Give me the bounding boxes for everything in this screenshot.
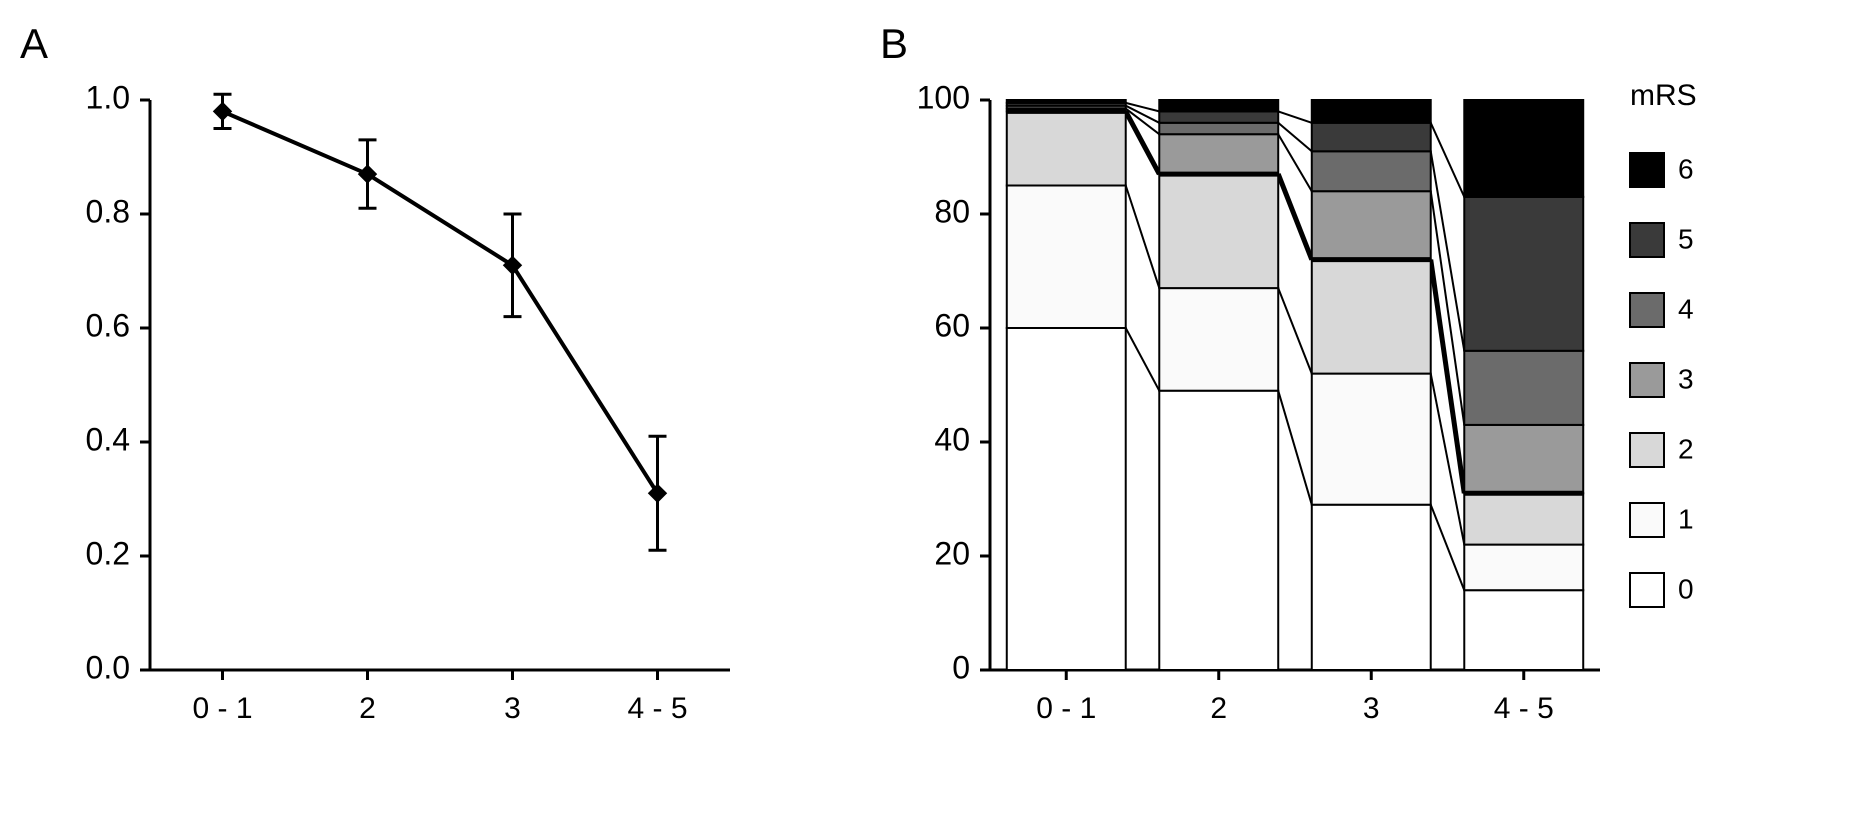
y-tick-label: 100 [917,79,970,115]
connector-line [1126,328,1160,391]
legend-swatch [1630,363,1664,397]
connector-line [1278,174,1312,260]
y-tick-label: 0.6 [86,307,130,343]
y-tick-label: 0.2 [86,535,130,571]
x-tick-label: 3 [504,692,521,725]
legend-label: 4 [1678,294,1694,325]
connector-line [1126,103,1160,112]
bar-segment [1159,288,1278,391]
bar-segment [1464,351,1583,425]
y-tick-label: 1.0 [86,79,130,115]
legend-swatch [1630,433,1664,467]
connector-line [1278,391,1312,505]
legend-label: 1 [1678,504,1694,535]
x-tick-label: 2 [359,692,376,725]
x-tick-label: 2 [1210,692,1227,725]
legend-swatch [1630,293,1664,327]
legend-swatch [1630,153,1664,187]
bar-segment [1007,111,1126,185]
bar-segment [1159,174,1278,288]
bar-segment [1159,100,1278,111]
y-tick-label: 60 [934,307,970,343]
connector-line [1278,288,1312,374]
series-line [223,111,658,493]
y-tick-label: 0 [952,649,970,685]
x-tick-label: 3 [1363,692,1380,725]
x-tick-label: 0 - 1 [192,692,252,725]
y-tick-label: 0.0 [86,649,130,685]
bar-segment [1159,111,1278,122]
bar-segment [1312,260,1431,374]
panel-b: B 0 20 40 60 80 100 0 - 1 2 3 4 - 5 mRS 6 5 4 3 2 1 0 [880,20,1800,780]
connector-line [1278,123,1312,152]
bar-segment [1312,191,1431,259]
bar-segment [1312,100,1431,123]
y-tick-label: 0.4 [86,421,130,457]
bar-segment [1464,590,1583,670]
legend-swatch [1630,223,1664,257]
bar-segment [1007,100,1126,103]
y-tick-label: 80 [934,193,970,229]
y-tick-label: 40 [934,421,970,457]
y-tick-label: 0.8 [86,193,130,229]
x-tick-label: 0 - 1 [1036,692,1096,725]
bar-segment [1159,123,1278,134]
bar-segment [1159,134,1278,174]
bar-segment [1312,123,1431,152]
legend-title: mRS [1630,79,1697,112]
bar-segment [1312,505,1431,670]
x-tick-label: 4 - 5 [627,692,687,725]
bar-segment [1159,391,1278,670]
bar-segment [1007,186,1126,329]
bar-segment [1464,100,1583,197]
bar-segment [1464,425,1583,493]
bar-segment [1312,374,1431,505]
panel-a-label: A [20,20,48,68]
legend-label: 0 [1678,574,1694,605]
connector-line [1126,186,1160,289]
legend-label: 3 [1678,364,1694,395]
connector-line [1278,111,1312,122]
legend-label: 6 [1678,154,1694,185]
panel-b-chart: 0 20 40 60 80 100 0 - 1 2 3 4 - 5 mRS 6 5 4 3 2 1 0 [880,20,1800,780]
legend-label: 2 [1678,434,1694,465]
bar-segment [1007,328,1126,670]
figure-container: A 0.00.20.40.60.81.00 - 1234 - 5 B 02040… [20,20,1857,817]
data-marker [214,102,232,120]
bar-segment [1464,545,1583,591]
connector-line [1431,151,1465,350]
legend-label: 5 [1678,224,1694,255]
panel-b-label: B [880,20,908,68]
panel-a-chart: 0.0 0.2 0.4 0.6 0.8 1.0 0 - 1 2 3 4 - 5 [20,20,760,780]
legend-swatch [1630,503,1664,537]
x-tick-label: 4 - 5 [1494,692,1554,725]
bar-segment [1464,493,1583,544]
legend-swatch [1630,573,1664,607]
panel-a: A 0.0 0.2 0.4 0.6 0.8 1.0 0 - 1 2 3 4 - 5 [20,20,760,780]
bar-segment [1312,151,1431,191]
bar-segment [1464,197,1583,351]
y-tick-label: 20 [934,535,970,571]
